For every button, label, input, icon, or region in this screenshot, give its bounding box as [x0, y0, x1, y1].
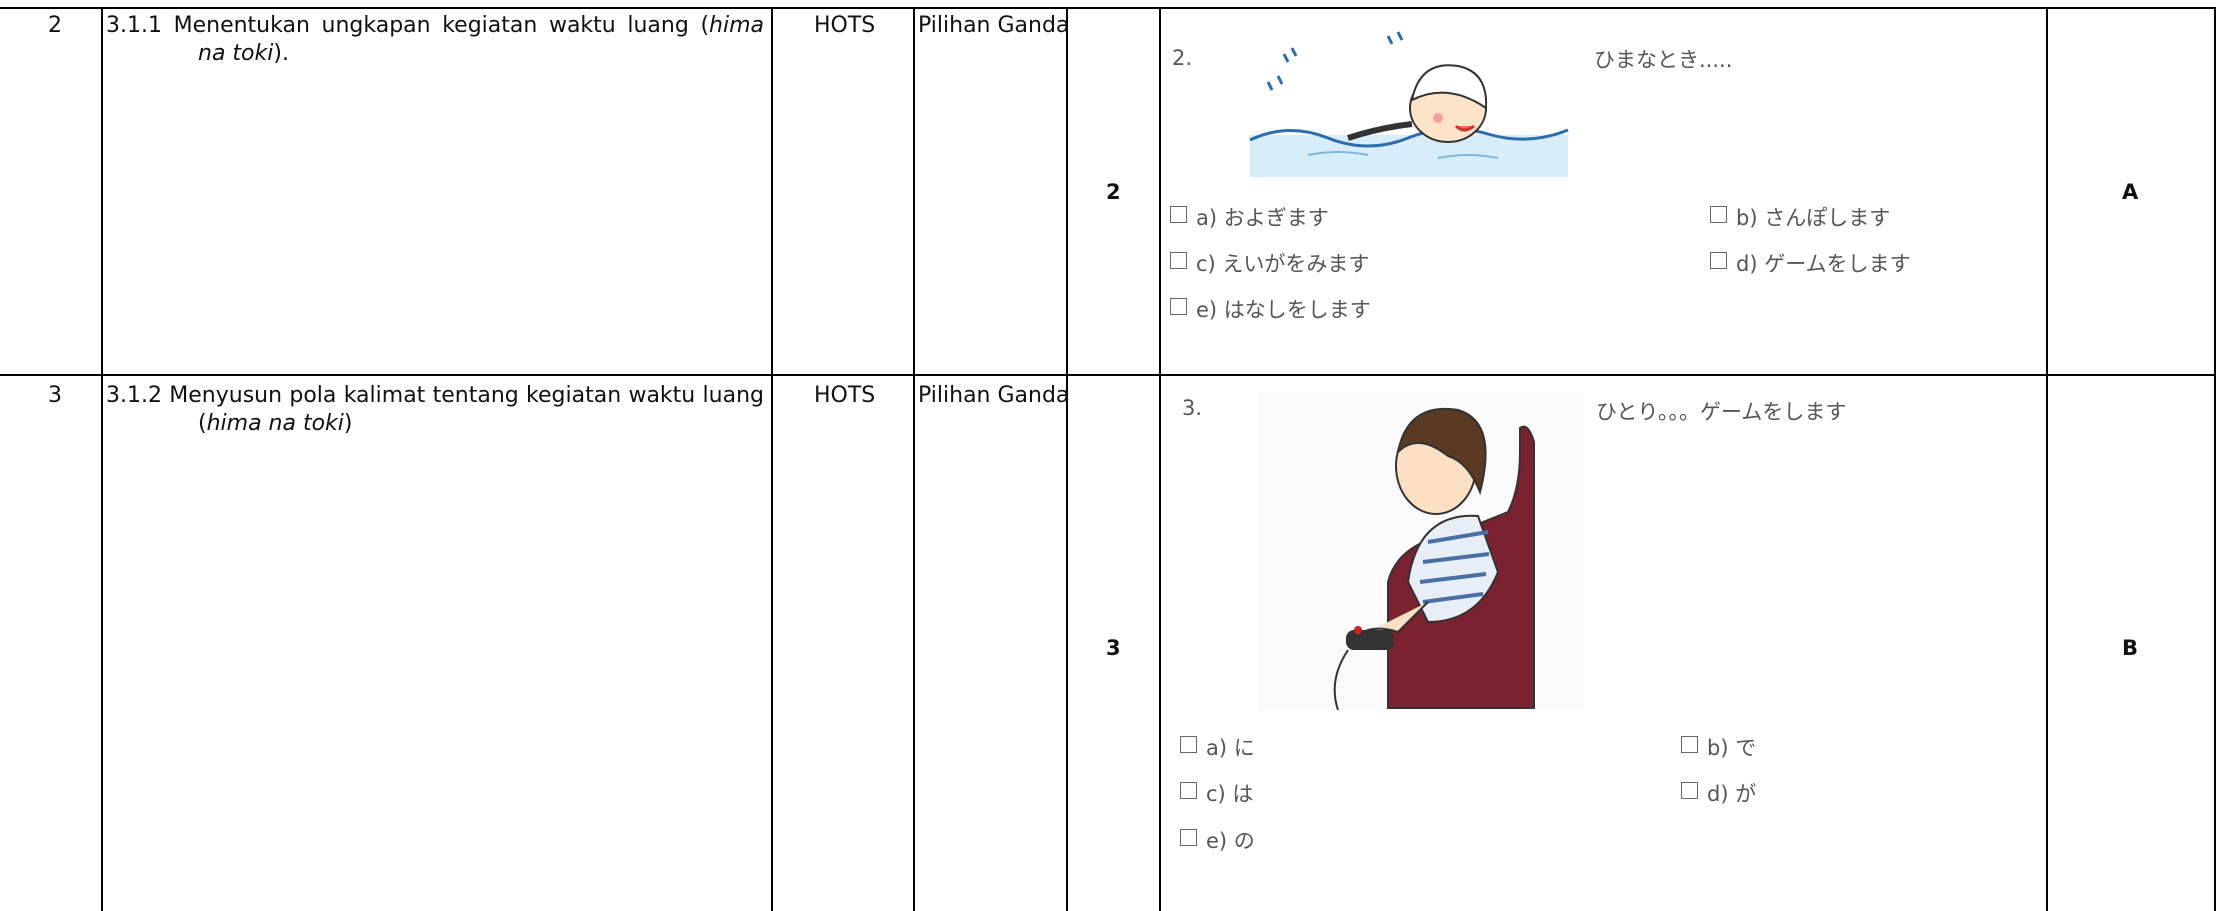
option: e) の — [1206, 829, 1255, 853]
rule — [771, 7, 773, 911]
row-no: 2 — [48, 13, 62, 38]
text: ) — [343, 411, 353, 436]
form: Pilihan Ganda — [918, 383, 1070, 408]
gamer-illustration — [1258, 392, 1584, 710]
option: d) ゲームをします — [1736, 252, 1911, 276]
question-label: 3. — [1182, 396, 1203, 420]
rule — [101, 7, 103, 911]
option: b) さんぽします — [1736, 206, 1891, 230]
checkbox — [1681, 782, 1698, 799]
question-label: 2. — [1172, 46, 1193, 70]
option: a) およぎます — [1196, 206, 1329, 230]
checkbox — [1180, 736, 1197, 753]
option: a) に — [1206, 736, 1255, 760]
number: 3 — [1106, 636, 1121, 660]
checkbox — [1681, 736, 1698, 753]
option: e) はなしをします — [1196, 298, 1371, 322]
option: d) が — [1707, 782, 1757, 806]
indicator: 3.1.2 Menyusun pola kalimat tentang kegi… — [106, 382, 764, 438]
row-no: 3 — [48, 383, 62, 408]
question-prompt: ひとり。。。ゲームをします — [1596, 400, 1847, 424]
form: Pilihan Ganda — [918, 13, 1070, 38]
option: b) で — [1707, 736, 1757, 760]
checkbox — [1170, 206, 1187, 223]
rule — [1066, 7, 1068, 911]
level: HOTS — [814, 383, 876, 408]
text: hima na toki — [198, 13, 764, 66]
text: hima na toki — [206, 411, 344, 436]
checkbox — [1180, 829, 1197, 846]
rule — [2214, 7, 2216, 911]
text: ). — [273, 41, 289, 66]
rule — [0, 7, 2216, 9]
rule — [1159, 7, 1161, 911]
checkbox — [1710, 252, 1727, 269]
checkbox — [1170, 298, 1187, 315]
option: c) えいがをみます — [1196, 252, 1370, 276]
rule — [2046, 7, 2048, 911]
text: 3.1.1 Menentukan ungkapan kegiatan waktu… — [106, 13, 710, 38]
checkbox — [1180, 782, 1197, 799]
number: 2 — [1106, 180, 1121, 204]
rule — [0, 374, 2216, 376]
answer: B — [2122, 636, 2139, 660]
indicator: 3.1.1 Menentukan ungkapan kegiatan waktu… — [106, 12, 764, 68]
level: HOTS — [814, 13, 876, 38]
checkbox — [1170, 252, 1187, 269]
checkbox — [1710, 206, 1727, 223]
option: c) は — [1206, 782, 1254, 806]
answer: A — [2122, 180, 2139, 204]
question-prompt: ひまなとき..... — [1594, 48, 1733, 72]
rule — [913, 7, 915, 911]
swimmer-illustration — [1249, 31, 1569, 177]
text: 3.1.2 Menyusun pola kalimat tentang kegi… — [106, 383, 764, 436]
